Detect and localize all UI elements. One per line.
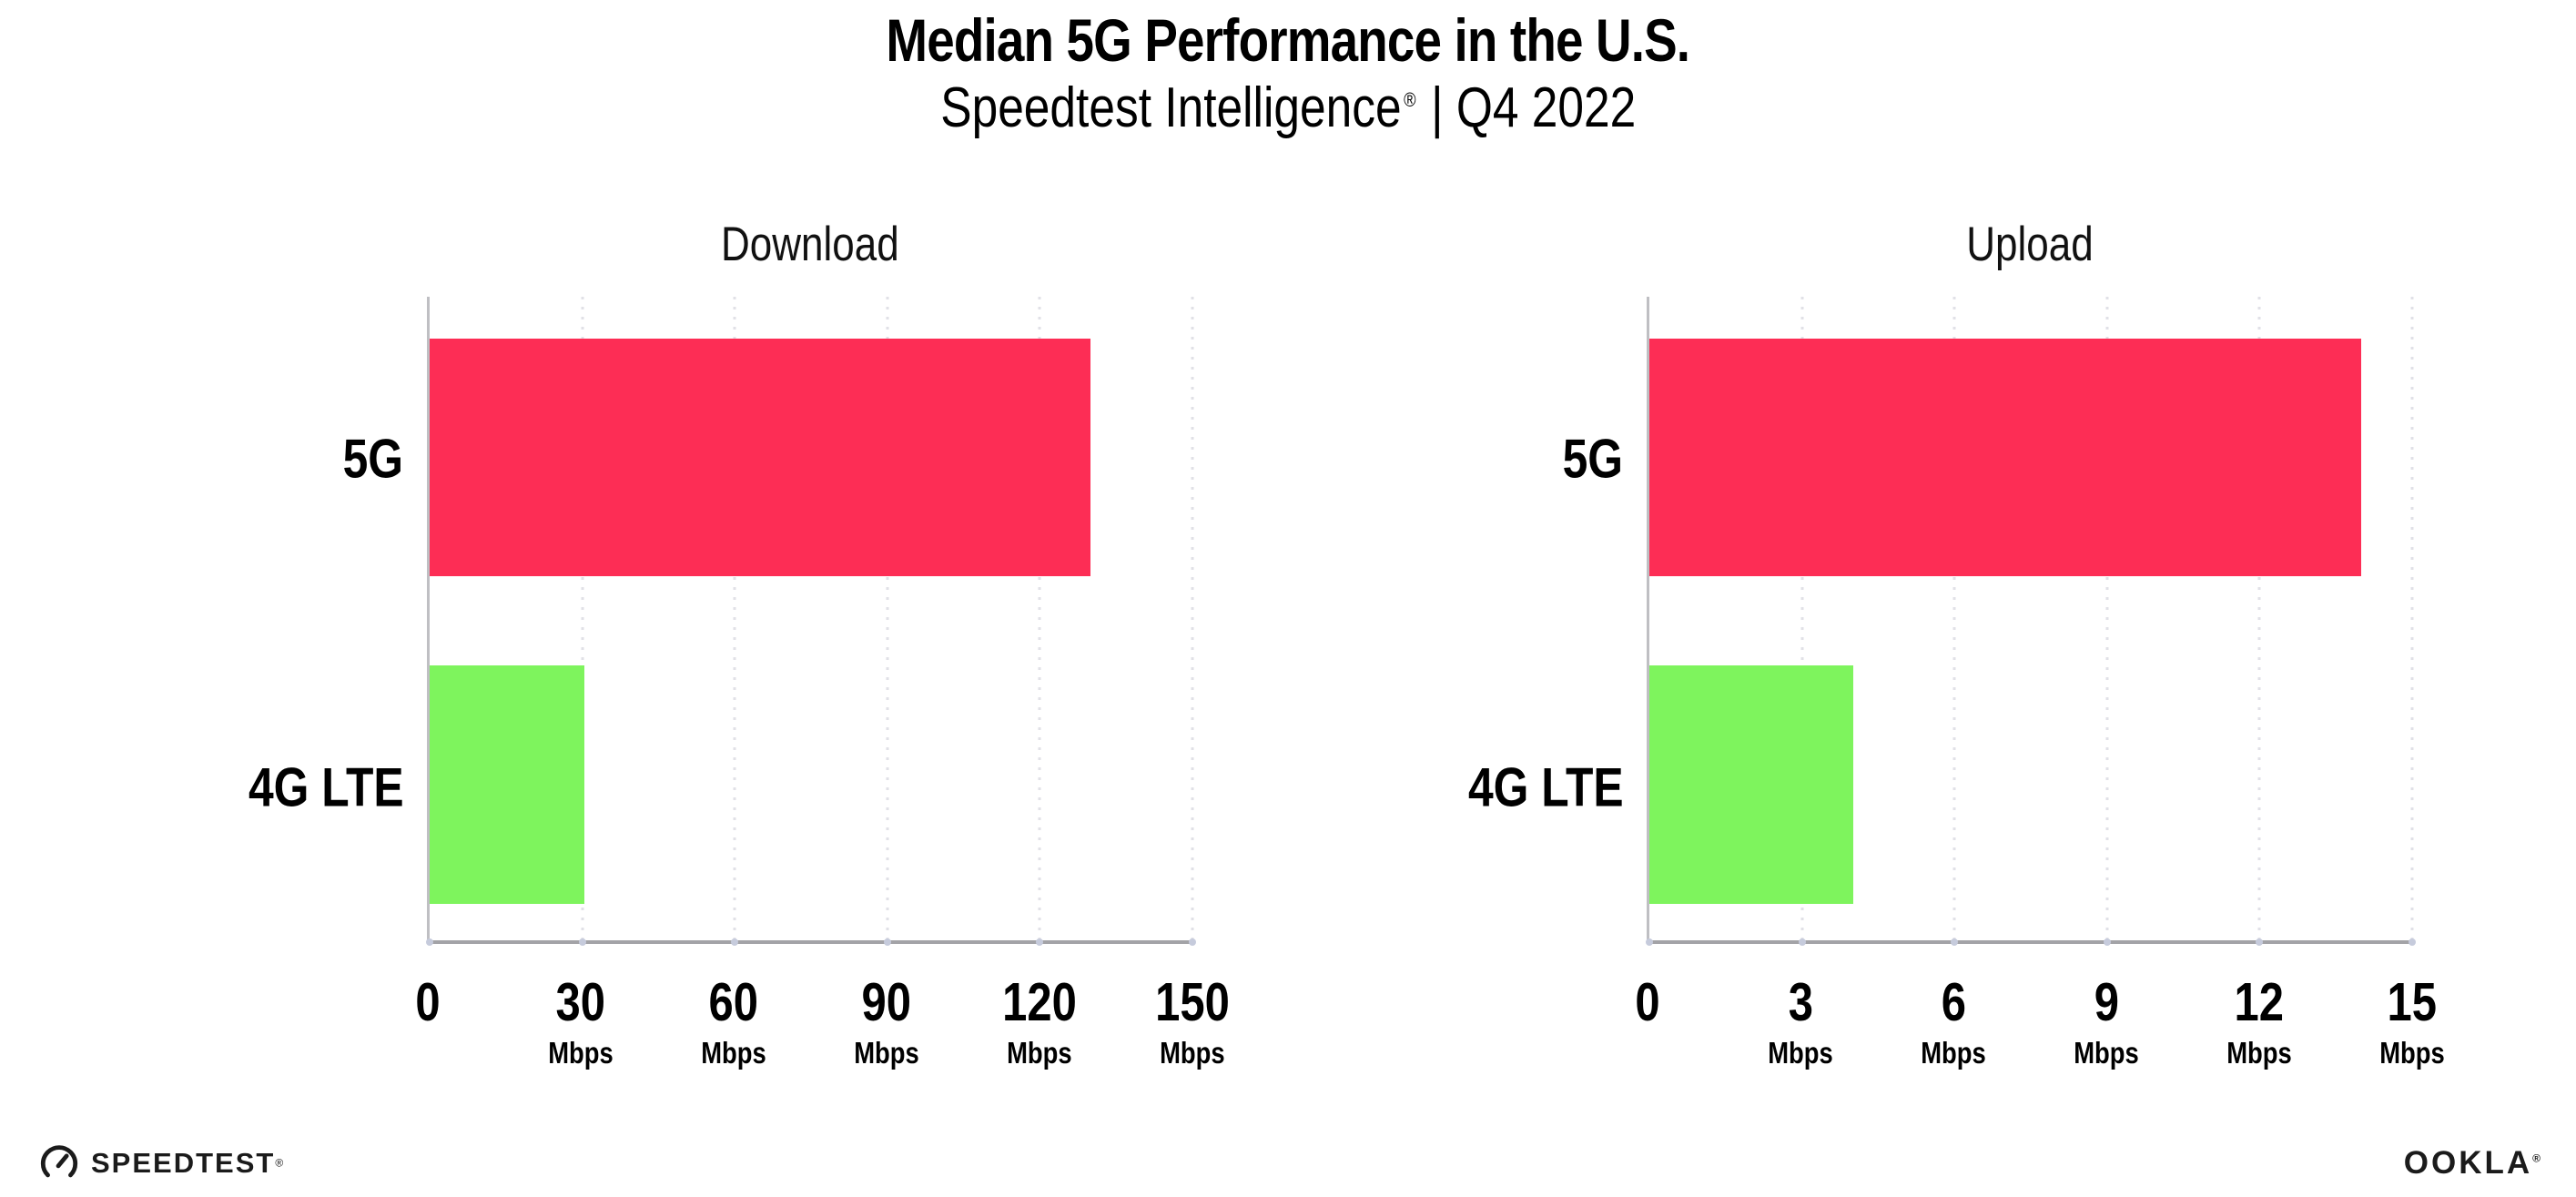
x-tick-unit: Mbps: [548, 1036, 614, 1070]
page-title: Median 5G Performance in the U.S.: [886, 6, 1691, 74]
download-chart-title: Download: [721, 218, 899, 272]
category-label-5g: 5G: [1562, 428, 1624, 490]
x-tick-value: 9: [2094, 972, 2119, 1033]
x-tick-unit: Mbps: [2074, 1036, 2139, 1070]
speedtest-logo: SPEEDTEST®: [38, 1142, 283, 1184]
axis-tick-dot: [731, 938, 739, 947]
x-tick-unit: Mbps: [1921, 1036, 1986, 1070]
gridline-3-mbps: [1800, 297, 1804, 941]
download-chart-area: 5G 4G LTE: [164, 297, 1196, 947]
x-tick-unit: Mbps: [1768, 1036, 1833, 1070]
gridline-150-mbps: [1191, 297, 1194, 941]
x-tick-12: 12 Mbps: [2220, 975, 2298, 1070]
subtitle-period: | Q4 2022: [1430, 76, 1637, 139]
x-tick-unit: Mbps: [2379, 1036, 2445, 1070]
gridline-12-mbps: [2257, 297, 2261, 941]
download-chart-panel: Download 5G 4G LTE 0 30 Mbps 60 Mbps 90 Mbps 120…: [164, 218, 1230, 1119]
upload-chart-title: Upload: [1966, 218, 2094, 272]
bar-4g-lte: [430, 665, 585, 904]
charts-row: Download 5G 4G LTE 0 30 Mbps 60 Mbps 90 Mbps 120…: [0, 218, 2576, 1119]
chart-header: Median 5G Performance in the U.S. Speedt…: [0, 0, 2576, 139]
x-tick-unit: Mbps: [701, 1036, 766, 1070]
x-tick-6: 6 Mbps: [1914, 975, 1993, 1070]
x-tick-unit: Mbps: [2226, 1036, 2292, 1070]
x-tick-unit: Mbps: [854, 1036, 919, 1070]
category-label-4g-lte: 4G LTE: [1467, 756, 1624, 817]
x-tick-value: 120: [1002, 972, 1077, 1033]
x-tick-0: 0: [413, 975, 443, 1030]
registered-mark: ®: [1403, 88, 1416, 112]
x-tick-15: 15 Mbps: [2373, 975, 2451, 1070]
gridline-30-mbps: [581, 297, 584, 941]
bar-4g-lte: [1649, 665, 1853, 904]
footer: SPEEDTEST® OOKLA®: [38, 1142, 2543, 1184]
axis-tick-dot: [426, 938, 434, 947]
x-tick-value: 6: [1941, 972, 1966, 1033]
x-tick-150: 150 Mbps: [1148, 975, 1237, 1070]
gridline-60-mbps: [733, 297, 736, 941]
axis-tick-dot: [1189, 938, 1196, 947]
download-x-axis-labels: 0 30 Mbps 60 Mbps 90 Mbps 120 Mbps 150 Mbps: [415, 975, 1229, 1119]
gridline-6-mbps: [1952, 297, 1956, 941]
x-tick-value: 3: [1788, 972, 1813, 1033]
upload-x-axis-labels: 0 3 Mbps 6 Mbps 9 Mbps 12 Mbps 15 Mbps: [1635, 975, 2444, 1119]
category-label-5g: 5G: [342, 428, 404, 490]
speedtest-registered-mark: ®: [275, 1156, 284, 1170]
gridline-120-mbps: [1038, 297, 1041, 941]
axis-tick-dot: [2409, 938, 2416, 947]
category-label-4g-lte: 4G LTE: [248, 756, 404, 817]
x-tick-120: 120 Mbps: [995, 975, 1084, 1070]
gridline-90-mbps: [886, 297, 889, 941]
x-tick-value: 60: [708, 972, 759, 1033]
upload-chart-panel: Upload 5G 4G LTE 0 3 Mbps 6 Mbps 9 Mbps 12 Mbps 15…: [1384, 218, 2445, 1119]
x-tick-3: 3 Mbps: [1761, 975, 1840, 1070]
bar-5g: [430, 338, 1091, 577]
speedtest-wordmark: SPEEDTEST: [91, 1147, 276, 1179]
ookla-registered-mark: ®: [2532, 1151, 2543, 1165]
axis-tick-dot: [2103, 938, 2111, 947]
x-tick-60: 60 Mbps: [695, 975, 773, 1070]
axis-tick-dot: [1036, 938, 1044, 947]
x-tick-unit: Mbps: [1160, 1036, 1225, 1070]
x-tick-30: 30 Mbps: [542, 975, 620, 1070]
download-y-axis-labels: 5G 4G LTE: [164, 297, 427, 944]
upload-plot-area: [1646, 297, 2416, 947]
upload-chart-area: 5G 4G LTE: [1384, 297, 2416, 947]
ookla-wordmark: OOKLA: [2403, 1145, 2533, 1181]
page-subtitle: Speedtest Intelligence ® | Q4 2022: [0, 76, 2576, 139]
x-tick-value: 0: [415, 972, 441, 1033]
x-tick-0: 0: [1633, 975, 1663, 1030]
x-tick-value: 15: [2387, 972, 2438, 1033]
gridline-9-mbps: [2105, 297, 2109, 941]
x-tick-value: 0: [1635, 972, 1660, 1033]
x-tick-9: 9 Mbps: [2067, 975, 2145, 1070]
subtitle-brand: Speedtest Intelligence: [939, 76, 1402, 139]
axis-tick-dot: [578, 938, 586, 947]
x-tick-value: 90: [861, 972, 912, 1033]
axis-tick-dot: [1951, 938, 1959, 947]
x-tick-value: 150: [1155, 972, 1230, 1033]
bar-5g: [1649, 338, 2362, 577]
axis-tick-dot: [1798, 938, 1806, 947]
download-plot-area: [426, 297, 1196, 947]
ookla-logo: OOKLA®: [2404, 1145, 2543, 1182]
speedtest-gauge-icon: [40, 1145, 78, 1178]
axis-tick-dot: [883, 938, 891, 947]
axis-tick-dot: [1646, 938, 1654, 947]
x-tick-value: 12: [2234, 972, 2285, 1033]
axis-tick-dot: [2256, 938, 2264, 947]
upload-y-axis-labels: 5G 4G LTE: [1384, 297, 1647, 944]
x-tick-unit: Mbps: [1007, 1036, 1072, 1070]
x-tick-value: 30: [555, 972, 606, 1033]
x-tick-90: 90 Mbps: [847, 975, 926, 1070]
gridline-15-mbps: [2410, 297, 2414, 941]
